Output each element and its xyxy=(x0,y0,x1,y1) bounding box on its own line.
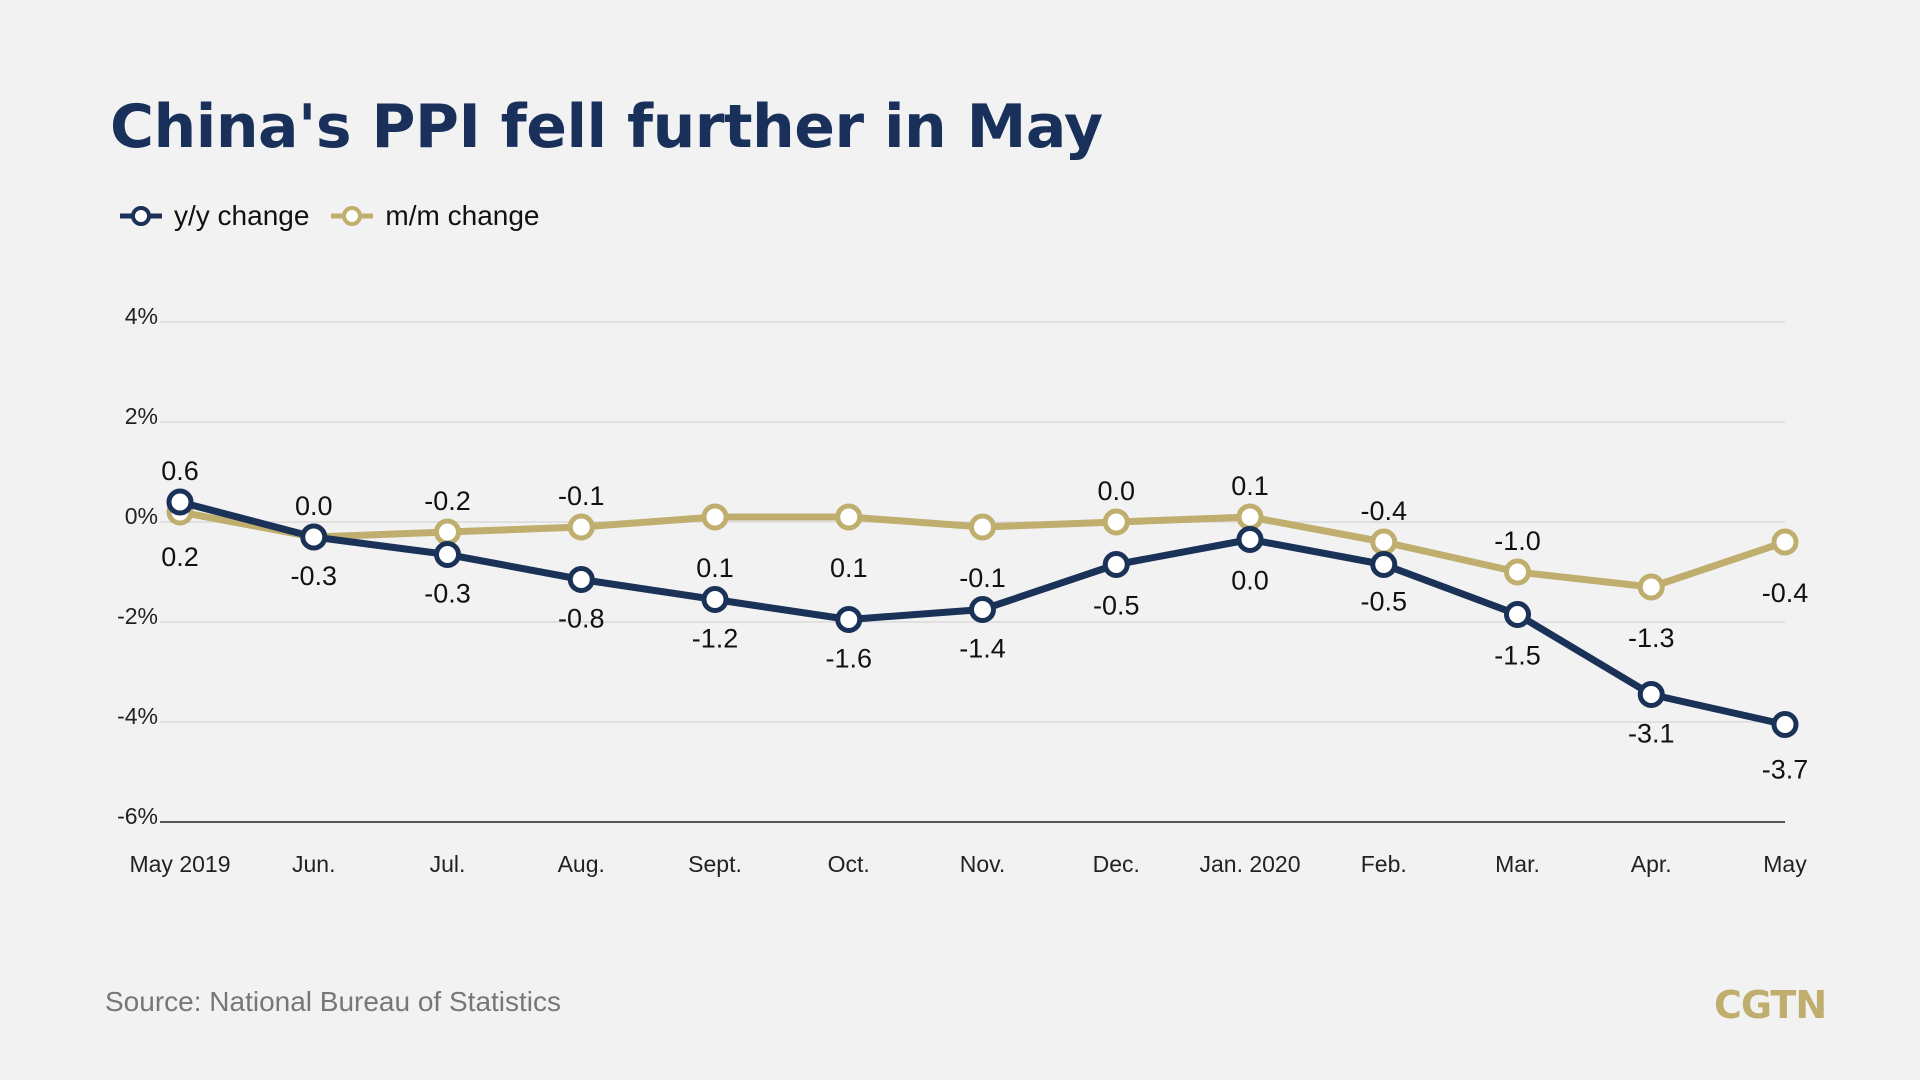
data-label-yy: -0.3 xyxy=(424,579,471,609)
x-tick-label: Nov. xyxy=(960,851,1006,877)
data-label-yy: -1.6 xyxy=(825,644,872,674)
data-point-mm xyxy=(1637,573,1665,601)
data-point-mm xyxy=(1236,503,1264,531)
data-label-mm: 0.0 xyxy=(1097,476,1135,506)
x-tick-label: Sept. xyxy=(688,851,742,877)
y-tick-label: 2% xyxy=(125,403,158,429)
legend-yy-marker-icon xyxy=(120,206,162,226)
data-point-mm xyxy=(1102,508,1130,536)
data-label-yy: -0.3 xyxy=(290,561,337,591)
data-label-yy: 0.0 xyxy=(1231,566,1269,596)
data-label-mm: -0.4 xyxy=(1762,578,1809,608)
data-point-yy xyxy=(567,566,595,593)
x-tick-label: May 2019 xyxy=(129,851,230,877)
legend-mm-marker-icon xyxy=(331,206,374,226)
data-point-yy xyxy=(1102,551,1130,578)
data-label-yy: -1.5 xyxy=(1494,641,1541,671)
data-label-mm: 0.1 xyxy=(696,553,734,583)
data-point-mm xyxy=(1370,528,1398,556)
x-tick-label: Dec. xyxy=(1093,851,1140,877)
x-tick-label: Jun. xyxy=(292,851,335,877)
data-label-mm: -1.3 xyxy=(1628,623,1675,653)
legend-mm-label: m/m change xyxy=(385,200,540,231)
data-label-yy: -3.7 xyxy=(1762,755,1809,785)
data-label-yy: -1.4 xyxy=(959,634,1006,664)
data-label-mm: -0.4 xyxy=(1360,496,1407,526)
data-point-mm xyxy=(434,518,461,546)
data-label-mm: 0.0 xyxy=(295,491,333,521)
data-point-mm xyxy=(835,503,863,531)
data-point-mm xyxy=(1771,528,1799,556)
data-point-mm xyxy=(969,513,996,541)
x-tick-label: Aug. xyxy=(558,851,605,877)
chart-legend: y/y change m/m change xyxy=(120,200,562,232)
data-label-yy: -3.1 xyxy=(1628,719,1675,749)
data-label-mm: 0.1 xyxy=(830,553,868,583)
x-tick-label: May xyxy=(1763,851,1807,877)
y-tick-label: -6% xyxy=(117,803,158,829)
y-tick-label: 4% xyxy=(125,303,158,329)
data-point-yy xyxy=(166,488,194,516)
data-point-yy xyxy=(1637,681,1665,708)
x-tick-label: Feb. xyxy=(1361,851,1407,877)
data-label-mm: -0.1 xyxy=(558,481,605,511)
data-point-yy xyxy=(1771,711,1799,738)
data-point-yy xyxy=(1370,551,1398,578)
data-point-yy xyxy=(701,586,729,613)
x-tick-label: Jul. xyxy=(430,851,466,877)
x-tick-label: Apr. xyxy=(1631,851,1672,877)
data-label-mm: -0.1 xyxy=(959,563,1006,593)
y-tick-label: 0% xyxy=(125,503,158,529)
data-point-mm xyxy=(701,503,729,531)
data-label-mm: -0.2 xyxy=(424,486,471,516)
data-label-yy: -0.5 xyxy=(1093,591,1140,621)
data-label-yy: 0.6 xyxy=(161,456,199,486)
data-label-yy: -0.8 xyxy=(558,604,605,634)
data-point-yy xyxy=(969,596,996,623)
data-point-yy xyxy=(1236,526,1264,553)
data-point-yy xyxy=(1504,601,1531,628)
x-tick-label: Mar. xyxy=(1495,851,1540,877)
legend-item-yy: y/y change xyxy=(120,200,309,232)
data-label-mm: -1.0 xyxy=(1494,526,1541,556)
data-point-yy xyxy=(300,523,328,551)
x-tick-label: Oct. xyxy=(828,851,870,877)
legend-yy-label: y/y change xyxy=(174,200,310,231)
data-label-mm: 0.2 xyxy=(161,542,199,572)
legend-item-mm: m/m change xyxy=(331,200,540,232)
data-point-yy xyxy=(434,541,461,568)
data-point-mm xyxy=(567,513,595,541)
data-point-yy xyxy=(835,606,863,633)
data-label-mm: 0.1 xyxy=(1231,471,1269,501)
data-point-mm xyxy=(1504,558,1531,586)
source-note: Source: National Bureau of Statistics xyxy=(105,986,562,1017)
x-tick-label: Jan. 2020 xyxy=(1199,851,1300,877)
cgtn-logo: CGTN xyxy=(1714,983,1827,1027)
y-tick-label: -4% xyxy=(117,703,158,729)
y-tick-label: -2% xyxy=(117,603,158,629)
data-label-yy: -1.2 xyxy=(692,624,739,654)
data-label-yy: -0.5 xyxy=(1360,587,1407,617)
chart-title: China's PPI fell further in May xyxy=(110,92,1103,162)
